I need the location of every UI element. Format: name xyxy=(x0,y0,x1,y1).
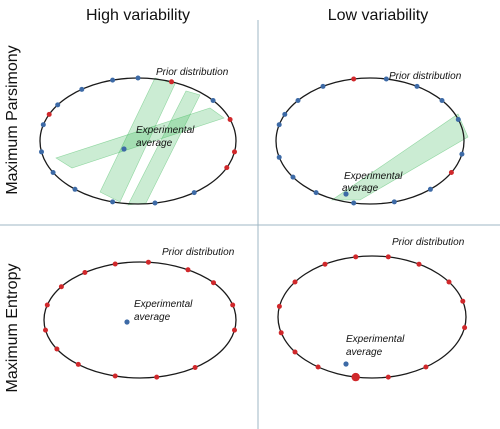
sample-points xyxy=(276,76,465,206)
sample-point xyxy=(448,170,454,175)
sample-point xyxy=(439,98,445,103)
sample-point xyxy=(44,302,50,308)
sample-point xyxy=(112,373,118,379)
experimental-average-label: Experimental xyxy=(346,334,405,345)
sample-point xyxy=(154,374,160,380)
experimental-average-label: average xyxy=(346,347,383,358)
prior-distribution-label: Prior distribution xyxy=(392,237,465,248)
sample-points xyxy=(43,259,237,380)
sample-point xyxy=(416,261,422,267)
sample-point xyxy=(39,149,44,155)
sample-point xyxy=(82,270,88,275)
sample-point xyxy=(351,76,357,82)
sample-point xyxy=(276,154,282,160)
prior-distribution-label: Prior distribution xyxy=(156,67,229,78)
likelihood-band xyxy=(55,107,225,169)
sample-point xyxy=(110,199,116,205)
sample-point xyxy=(460,298,466,304)
sample-point xyxy=(295,98,301,103)
sample-points xyxy=(276,254,468,382)
sample-point xyxy=(191,190,197,196)
experimental-average-label: Experimental xyxy=(136,125,195,136)
prior-ellipse xyxy=(43,261,237,379)
sample-point xyxy=(152,200,158,206)
sample-point xyxy=(414,83,420,89)
sample-point xyxy=(427,186,433,192)
sample-point xyxy=(227,117,233,122)
sample-point xyxy=(211,280,216,286)
likelihood-band xyxy=(331,113,469,201)
panel-entropy-high: Prior distribution Experimental average xyxy=(43,247,237,380)
sample-point xyxy=(75,361,81,367)
sample-point xyxy=(79,86,85,92)
sample-point xyxy=(351,372,360,382)
sample-point xyxy=(313,190,319,196)
sample-point xyxy=(46,111,52,117)
sample-point xyxy=(58,284,64,290)
column-title-low: Low variability xyxy=(328,7,428,24)
sample-point xyxy=(210,98,216,103)
sample-point xyxy=(50,170,56,175)
sample-point xyxy=(276,122,282,128)
likelihood-band xyxy=(99,77,176,203)
sample-point xyxy=(278,330,284,336)
sample-point xyxy=(169,79,174,85)
sample-point xyxy=(320,83,326,89)
prior-ellipse xyxy=(275,77,465,205)
sample-point xyxy=(72,186,78,192)
sample-point xyxy=(446,279,452,285)
sample-point xyxy=(112,261,118,267)
sample-point xyxy=(353,254,359,260)
sample-point xyxy=(385,254,391,260)
sample-point xyxy=(110,77,116,83)
experimental-average-point xyxy=(343,191,349,197)
experimental-average-label: average xyxy=(136,138,173,149)
sample-points xyxy=(39,75,237,206)
sample-point xyxy=(230,302,236,308)
experimental-average-label: average xyxy=(134,312,171,323)
sample-point xyxy=(224,165,230,171)
panel-parsimony-low: Prior distribution Experimental average xyxy=(275,71,469,206)
sample-point xyxy=(290,174,296,180)
sample-point xyxy=(232,149,237,155)
prior-distribution-label: Prior distribution xyxy=(389,71,462,82)
sample-point xyxy=(292,279,298,285)
sample-point xyxy=(282,111,288,117)
experimental-average-point xyxy=(124,319,130,325)
sample-point xyxy=(232,327,237,333)
column-title-high: High variability xyxy=(86,7,190,24)
sample-point xyxy=(315,364,321,370)
sample-point xyxy=(455,117,461,122)
experimental-average-point xyxy=(343,361,349,367)
row-title-parsimony: Maximum Parsimony xyxy=(4,45,21,194)
sample-point xyxy=(145,259,151,265)
sample-point xyxy=(135,75,141,81)
experimental-average-point xyxy=(121,146,127,152)
sample-point xyxy=(322,261,328,267)
sample-point xyxy=(55,102,61,108)
panel-parsimony-high: Prior distribution Experimental average xyxy=(39,67,237,206)
sample-point xyxy=(192,365,198,370)
experimental-average-label: Experimental xyxy=(344,171,403,182)
sample-point xyxy=(40,122,46,128)
prior-ellipse xyxy=(277,255,467,379)
sample-point xyxy=(383,76,389,82)
sample-point xyxy=(459,151,465,157)
sample-point xyxy=(351,200,357,206)
sample-point xyxy=(385,374,391,380)
sample-point xyxy=(276,303,282,309)
sample-point xyxy=(185,267,191,273)
sample-point xyxy=(423,364,429,370)
row-title-entropy: Maximum Entropy xyxy=(4,264,21,393)
experimental-average-label: average xyxy=(342,183,379,194)
sample-point xyxy=(54,346,60,352)
sample-point xyxy=(462,325,468,331)
sample-point xyxy=(292,349,298,355)
sample-point xyxy=(43,327,48,333)
experimental-average-label: Experimental xyxy=(134,299,193,310)
prior-distribution-label: Prior distribution xyxy=(162,247,235,258)
panel-entropy-low: Prior distribution Experimental average xyxy=(276,237,468,382)
sample-point xyxy=(391,199,397,205)
